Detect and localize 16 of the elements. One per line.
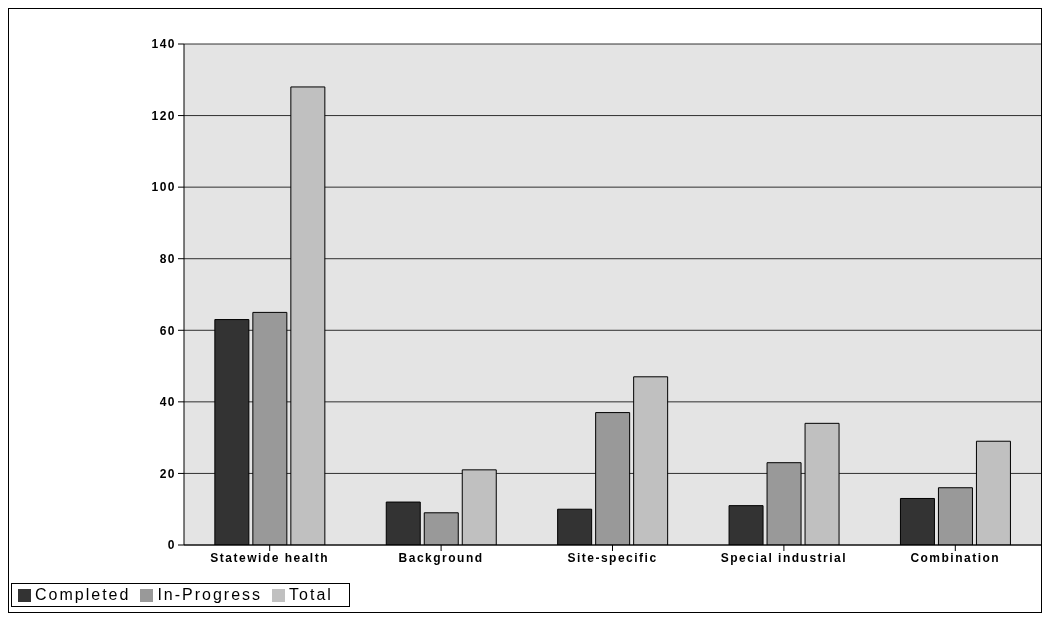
legend-label: Completed	[35, 586, 131, 603]
y-tick-label: 80	[159, 251, 176, 266]
y-tick-label: 40	[159, 395, 176, 410]
legend-label: Total	[289, 586, 333, 603]
legend-label: In-Progress	[157, 586, 263, 603]
y-tick-label: 140	[151, 37, 176, 52]
x-tick-label: Statewide health	[210, 550, 330, 565]
x-tick-label: Background	[398, 550, 484, 565]
y-tick-label: 100	[151, 180, 176, 195]
x-tick-label: Special industrial	[720, 550, 848, 565]
y-tick-label: 120	[151, 108, 176, 123]
y-tick-label: 60	[159, 323, 176, 338]
x-tick-label: Combination	[910, 550, 1001, 565]
y-tick-label: 0	[167, 538, 176, 553]
x-tick-label: Site-specific	[567, 550, 658, 565]
y-tick-label: 20	[159, 466, 176, 481]
